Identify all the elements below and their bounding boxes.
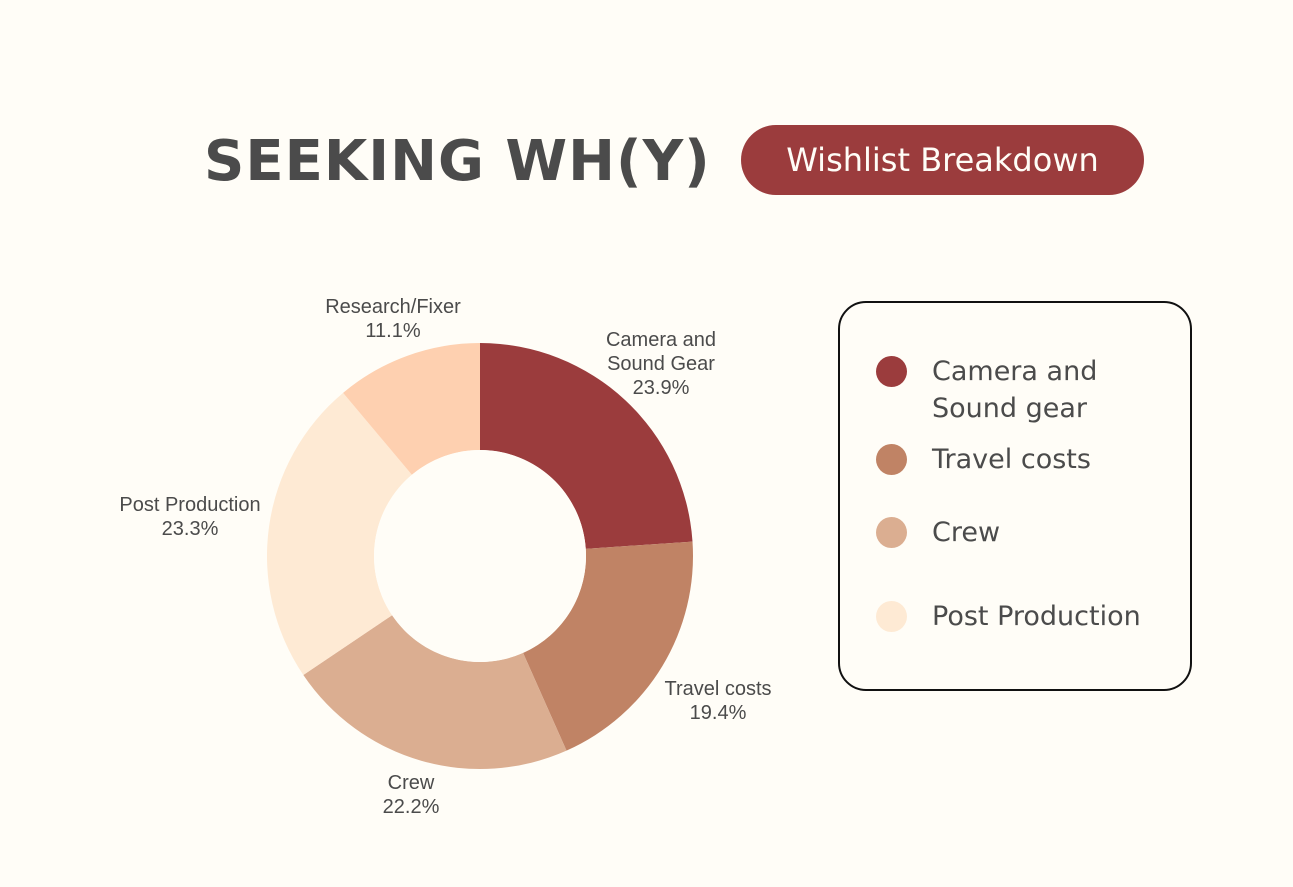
slice-name-label: Sound Gear xyxy=(607,353,715,375)
legend-swatch-icon xyxy=(876,356,907,387)
slice-name-label: Crew xyxy=(388,772,435,794)
wishlist-breakdown-badge: Wishlist Breakdown xyxy=(741,125,1144,195)
legend-item-crew: Crew xyxy=(876,514,1162,551)
slice-name-label: Travel costs xyxy=(664,678,771,700)
slice-crew xyxy=(303,615,567,769)
slice-value-label: 23.3% xyxy=(162,518,219,540)
slice-post-production xyxy=(267,392,412,675)
slice-label-research-fixer: Research/Fixer 11.1% xyxy=(325,296,461,342)
slice-label-post-production: Post Production 23.3% xyxy=(119,494,260,540)
legend-item-camera-and-sound-gear: Camera and Sound gear xyxy=(876,353,1162,427)
slice-name-label: Post Production xyxy=(119,494,260,516)
legend-swatch-icon xyxy=(876,601,907,632)
slice-value-label: 19.4% xyxy=(690,702,747,724)
slice-label-crew: Crew 22.2% xyxy=(383,772,440,818)
slice-value-label: 22.2% xyxy=(383,796,440,818)
legend-swatch-icon xyxy=(876,444,907,475)
chart-legend: Camera and Sound gear Travel costs Crew … xyxy=(838,301,1192,691)
slice-label-travel-costs: Travel costs 19.4% xyxy=(664,678,771,724)
slice-label-camera-and-sound-gear: Camera and Sound Gear 23.9% xyxy=(606,329,716,399)
legend-swatch-icon xyxy=(876,517,907,548)
legend-label: Camera and Sound gear xyxy=(932,356,1098,424)
slice-camera-and-sound-gear xyxy=(480,343,693,549)
slice-value-label: 23.9% xyxy=(633,377,690,399)
legend-label: Travel costs xyxy=(932,444,1091,475)
legend-item-travel-costs: Travel costs xyxy=(876,441,1162,478)
legend-label: Crew xyxy=(932,517,1001,548)
slice-research-fixer xyxy=(343,343,480,475)
legend-label: Post Production xyxy=(932,601,1141,632)
slice-name-label: Camera and xyxy=(606,329,716,351)
slice-value-label: 11.1% xyxy=(365,320,420,342)
slice-name-label: Research/Fixer xyxy=(325,296,461,318)
slice-travel-costs xyxy=(523,541,693,751)
donut-hole xyxy=(374,450,586,662)
legend-item-post-production: Post Production xyxy=(876,598,1162,635)
page-title: SEEKING WH(Y) xyxy=(204,129,711,194)
